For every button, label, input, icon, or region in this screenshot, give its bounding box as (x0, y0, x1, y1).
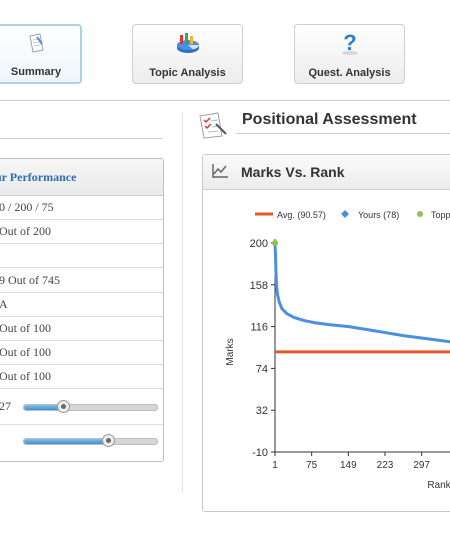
yours-line (273, 242, 450, 344)
legend-topper-label: Topp (431, 210, 450, 220)
perf-row-percent-1: Out of 100 (0, 317, 163, 341)
marks-vs-rank-chart: Avg. (90.57) Yours (78) Topp Marks Rank … (225, 210, 450, 491)
percentile-slider[interactable] (23, 400, 158, 413)
column-divider (182, 112, 183, 492)
accuracy-slider[interactable] (23, 434, 158, 447)
question-icon: ? (340, 30, 360, 60)
assessment-icon (196, 110, 230, 145)
topic-analysis-label: Topic Analysis (149, 67, 226, 79)
x-tick-label: 1 (272, 460, 278, 471)
quest-analysis-label: Quest. Analysis (308, 67, 391, 79)
topic-analysis-button[interactable]: Topic Analysis (132, 24, 243, 84)
accuracy-slider-fill (24, 439, 108, 444)
perf-row-grade: A (0, 293, 163, 317)
perf-row-empty (0, 244, 163, 268)
y-tick-label: 74 (256, 363, 268, 375)
x-tick-label: 297 (413, 460, 430, 471)
percentile-slider-fill (24, 405, 63, 410)
legend-topper-swatch (417, 211, 423, 217)
y-tick-label: -10 (252, 447, 268, 459)
x-tick-label: 149 (340, 460, 357, 471)
quest-analysis-button[interactable]: ? Quest. Analysis (294, 24, 405, 84)
performance-panel: ur Performance 0 / 200 / 75 Out of 200 9… (0, 158, 164, 462)
y-tick-label: 116 (250, 322, 268, 334)
summary-icon (25, 32, 47, 59)
positional-assessment-title: Positional Assessment (242, 111, 417, 128)
y-tick-label: 158 (250, 280, 268, 292)
x-tick-label: 75 (306, 460, 318, 471)
x-tick-label: 223 (377, 460, 394, 471)
topper-point (272, 240, 278, 246)
legend-yours-swatch (341, 210, 349, 218)
percentile-slider-handle[interactable] (56, 400, 70, 413)
y-tick-label: 200 (250, 238, 268, 250)
perf-row-rank: 9 Out of 745 (0, 268, 163, 293)
slider-1-label: 27 (0, 399, 11, 413)
chart-title: Marks Vs. Rank (241, 164, 345, 180)
y-tick-label: 32 (256, 405, 268, 417)
positional-divider (236, 133, 450, 134)
perf-row-marks: Out of 200 (0, 220, 163, 244)
pie-chart-icon (175, 31, 201, 60)
left-section-divider (0, 138, 163, 139)
svg-text:?: ? (343, 31, 356, 55)
chart-header: Marks Vs. Rank (203, 155, 450, 190)
marks-vs-rank-panel: Marks Vs. Rank Avg. (90.57) Yours (78) T… (202, 154, 450, 512)
perf-row-slider-2 (0, 425, 163, 461)
legend-yours-label: Yours (78) (358, 210, 399, 220)
legend-avg-label: Avg. (90.57) (277, 210, 326, 220)
perf-row-score: 0 / 200 / 75 (0, 196, 163, 220)
accuracy-slider-handle[interactable] (101, 434, 115, 447)
perf-row-slider-1: 27 (0, 389, 163, 425)
line-chart-icon (211, 163, 229, 184)
summary-button[interactable]: Summary (0, 24, 82, 84)
x-axis-title: Rank (427, 480, 450, 491)
header-divider (0, 100, 450, 101)
chart-legend: Avg. (90.57) Yours (78) Topp (255, 210, 450, 220)
perf-row-percent-2: Out of 100 (0, 341, 163, 365)
summary-label: Summary (10, 66, 62, 78)
y-axis-title: Marks (225, 338, 236, 365)
performance-title: ur Performance (0, 159, 163, 196)
perf-row-percent-3: Out of 100 (0, 365, 163, 389)
